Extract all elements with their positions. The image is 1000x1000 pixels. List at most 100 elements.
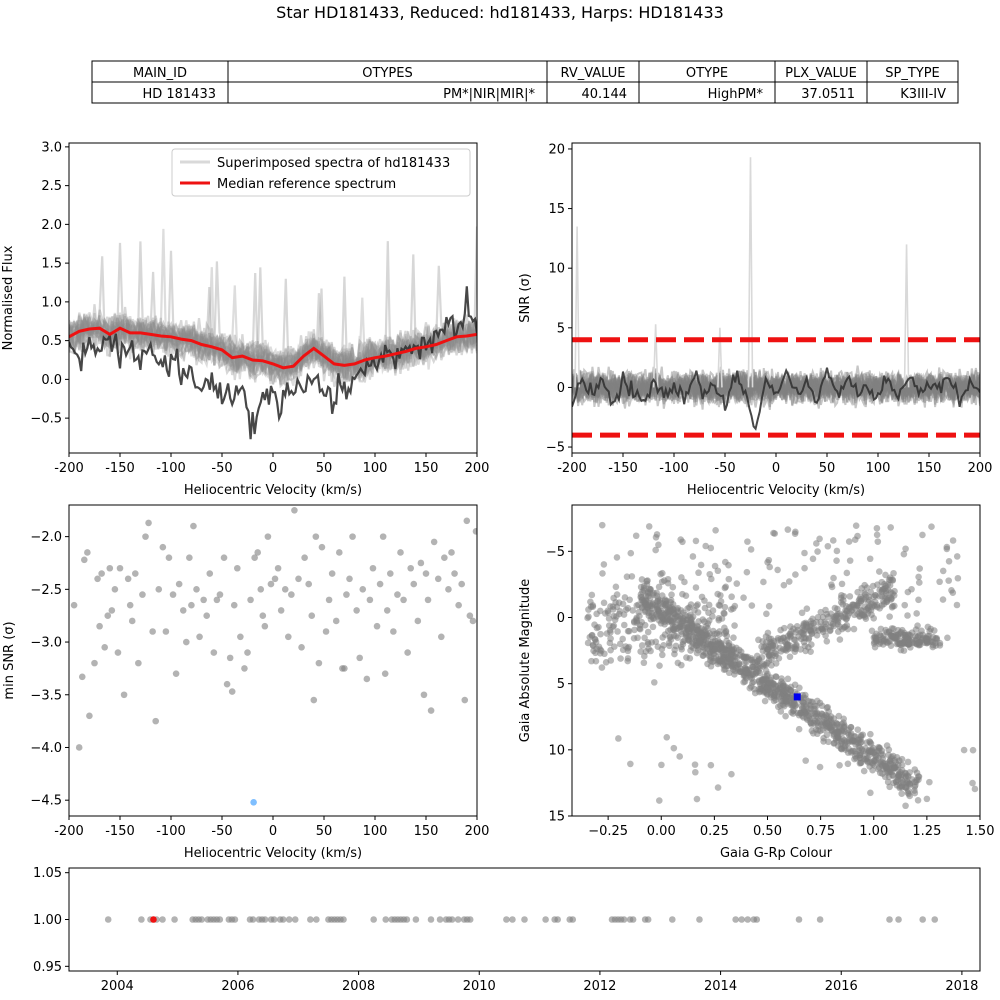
legend-box [171,148,471,197]
hr-star-point [627,549,635,557]
observation-epoch-point [231,916,239,923]
y-tick-label: 1.5 [41,257,62,272]
y-tick-label: 15 [548,810,565,825]
hr-star-point [615,610,623,618]
hr-star-point [602,659,610,666]
y-tick-label: 20 [548,142,565,157]
hr-star-point [758,654,766,661]
min-snr-point [312,533,320,540]
highlighted-star-marker [793,693,801,701]
hr-star-point [944,634,951,642]
hr-star-point [707,544,715,552]
x-tick-label: 2018 [945,979,978,994]
hr-star-point [904,789,912,796]
min-snr-point [135,659,142,667]
hr-star-point [672,642,680,650]
hr-star-point [623,573,631,581]
hr-diagram-panel: −0.25 0.00 0.25 0.50 0.75 1.00 1.25 1.50 −5 0 5 10 1… [518,504,994,861]
hr-star-point [911,789,919,797]
hr-star-point [913,610,920,617]
min-snr-point [285,633,292,641]
min-snr-point [114,649,122,656]
hr-star-point [764,629,772,637]
x-tick-label: -150 [105,461,135,476]
min-snr-point [226,654,234,662]
hr-star-point [658,592,666,599]
hr-star-point [900,550,908,558]
hr-star-point [740,678,747,686]
hr-star-point [871,591,879,599]
hr-star-point [814,614,822,621]
hr-star-point [862,590,869,598]
min-snr-point [228,688,236,695]
snr-curve-line [572,370,980,408]
superimposed-spectrum-line [69,315,477,383]
min-snr-panel: -200 -150 -100 -50 0 50 100 150 200 −4.5 −4.0 −3.5 −… [2,504,489,861]
hr-star-point [814,548,821,555]
hr-star-point [728,593,735,601]
hr-star-point [595,643,603,651]
min-snr-point [424,596,432,604]
hr-star-point [598,521,606,529]
min-snr-point [346,575,353,583]
hr-star-point [868,600,875,607]
min-snr-point [310,696,318,704]
hr-star-point [682,611,689,619]
hr-star-point [717,592,724,599]
hr-star-point [620,621,628,629]
hr-star-point [823,637,831,645]
hr-star-point [835,628,842,635]
hr-star-point [725,575,733,583]
hr-star-point [667,596,675,604]
y-tick-label: 2.5 [41,179,62,194]
y-tick-label: −3.0 [30,636,62,651]
hr-star-point [798,712,806,720]
observation-epoch-point [291,916,299,923]
figure-title: Star HD181433, Reduced: hd181433, Harps:… [276,3,724,22]
min-snr-point [159,543,167,551]
hr-star-point [808,727,816,735]
hr-star-point [954,574,962,582]
y-tick-label: 5 [557,677,565,692]
hr-star-point [640,598,647,605]
hr-star-point [720,666,728,674]
hr-star-point [617,655,624,662]
min-snr-point [349,533,356,540]
min-snr-point [96,622,103,630]
y-tick-label: 0.95 [33,960,62,975]
hr-star-point [693,795,701,803]
hr-star-point [819,613,827,621]
hr-star-point [854,532,861,540]
hr-star-point [669,583,677,591]
observation-epoch-point [895,916,902,923]
snr-curve-line [572,366,980,407]
hr-star-point [898,761,906,769]
x-tick-label: 2014 [704,979,737,994]
hr-star-point [663,734,671,741]
y-axis-label: Gaia Absolute Magnitude [518,579,533,743]
hr-star-point [939,596,947,603]
min-snr-point [84,549,91,556]
hr-star-point [781,687,789,695]
hr-star-point [803,605,811,613]
hr-star-point [756,680,764,688]
hr-star-point [707,662,715,670]
x-tick-label: 0.00 [647,824,676,839]
min-snr-point [341,665,348,672]
hr-star-point [711,562,719,570]
hr-star-point [729,605,737,612]
hr-star-point [776,685,784,692]
hr-star-point [824,703,831,711]
x-tick-label: 2012 [583,979,616,994]
hr-star-point [641,652,648,660]
min-snr-point [369,564,377,572]
hr-star-point [596,607,604,615]
hr-star-point [945,577,952,584]
hr-star-point [671,623,679,631]
hr-star-point [755,636,762,644]
hr-star-point [904,612,911,619]
hr-star-point [928,523,935,531]
hr-star-point [709,607,717,614]
hr-star-point [629,607,636,614]
table-header-cell: RV_VALUE [561,66,626,81]
